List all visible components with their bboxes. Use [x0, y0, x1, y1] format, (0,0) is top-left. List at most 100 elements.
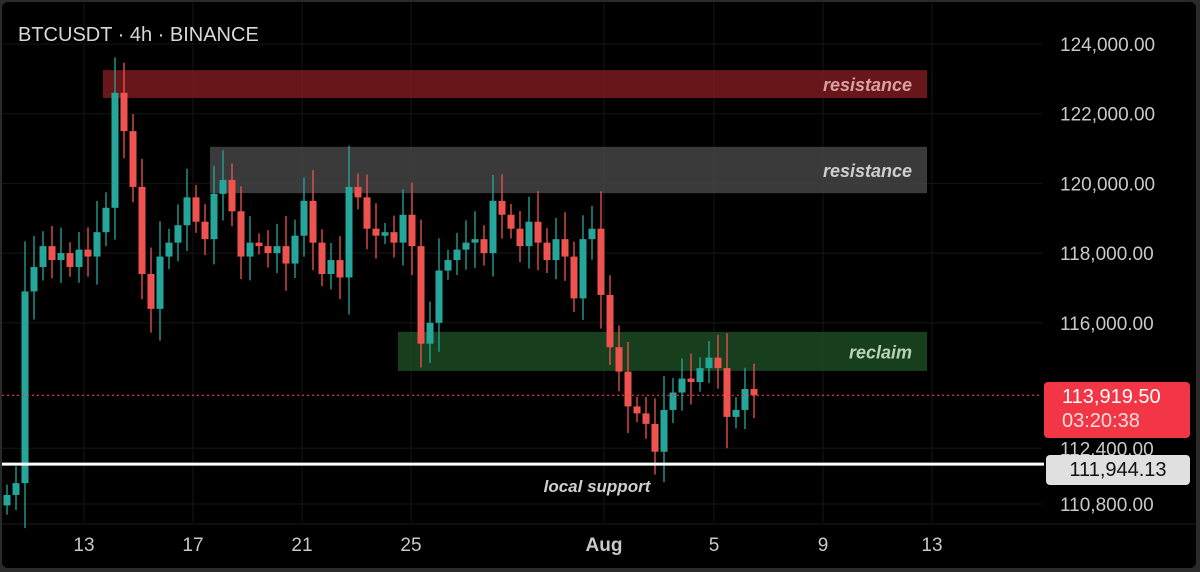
candle-body — [84, 249, 92, 257]
candle-body — [156, 256, 164, 309]
candle-body — [723, 368, 731, 417]
candle-body — [228, 179, 236, 212]
candle-body — [327, 260, 335, 275]
y-tick-label: 120,000.00 — [1060, 174, 1155, 195]
last-price-label: 113,919.50 03:20:38 — [1044, 382, 1190, 438]
candle-body — [426, 322, 434, 344]
candle-body — [219, 179, 227, 194]
candle-body — [399, 214, 407, 243]
candle-countdown: 03:20:38 — [1062, 410, 1140, 432]
x-tick-label: Aug — [586, 535, 623, 556]
candle-body — [165, 242, 173, 257]
chart-title: BTCUSDT · 4h · BINANCE — [18, 24, 259, 46]
candle-body — [597, 228, 605, 295]
candle-body — [273, 246, 281, 254]
y-tick-label: 116,000.00 — [1060, 314, 1154, 335]
y-tick-label: 118,000.00 — [1060, 244, 1154, 265]
candle-body — [453, 249, 461, 261]
candle-body — [210, 193, 218, 240]
zone-resistance — [103, 70, 927, 99]
candle-body — [3, 494, 11, 506]
candle-body — [345, 186, 353, 278]
zone-label: reclaim — [849, 342, 912, 362]
candle-body — [381, 232, 389, 236]
candle-body — [462, 242, 470, 250]
candle-body — [741, 389, 749, 410]
candle-body — [480, 239, 488, 254]
support-price-label: 111,944.13 — [1046, 455, 1190, 485]
candle-body — [606, 294, 614, 348]
candle-body — [111, 92, 119, 208]
candle-body — [705, 357, 713, 369]
candle-body — [444, 260, 452, 271]
candle-body — [147, 274, 155, 309]
x-tick-label: 25 — [400, 535, 421, 556]
candle-body — [57, 253, 65, 261]
support-label: local support — [544, 477, 652, 496]
candle-body — [408, 214, 416, 247]
candle-body — [102, 207, 110, 233]
x-tick-label: 13 — [73, 535, 94, 556]
candle-body — [192, 197, 200, 222]
candle-body — [579, 239, 587, 299]
zone-resistance — [210, 146, 927, 194]
candle-body — [255, 242, 263, 247]
candle-body — [696, 368, 704, 383]
candle-body — [138, 186, 146, 275]
zone-label: resistance — [823, 161, 912, 181]
x-tick-label: 9 — [818, 535, 829, 556]
candle-body — [48, 246, 56, 261]
candle-body — [237, 211, 245, 257]
candle-body — [39, 246, 47, 268]
candle-body — [300, 200, 308, 236]
candle-body — [264, 246, 272, 254]
candle-body — [561, 239, 569, 257]
candle-body — [552, 239, 560, 261]
candle-body — [66, 253, 74, 268]
candle-body — [525, 221, 533, 247]
candle-body — [714, 357, 722, 369]
last-price-value: 113,919.50 — [1062, 386, 1161, 408]
candle-body — [687, 378, 695, 383]
candle-body — [642, 413, 650, 424]
candle-body — [12, 483, 20, 495]
candle-body — [363, 197, 371, 229]
candle-body — [498, 200, 506, 215]
x-tick-label: 5 — [709, 535, 720, 556]
candle-body — [318, 242, 326, 275]
candle-body — [678, 378, 686, 393]
candle-body — [246, 242, 254, 257]
candle-body — [93, 232, 101, 257]
y-tick-label: 110,800.00 — [1060, 495, 1154, 516]
candle-body — [660, 409, 668, 452]
candle-body — [201, 221, 209, 240]
candle-body — [309, 200, 317, 243]
candle-body — [75, 249, 83, 268]
candle-body — [435, 270, 443, 323]
candle-body — [570, 256, 578, 299]
candle-body — [516, 228, 524, 247]
candle-body — [471, 239, 479, 243]
y-tick-label: 122,000.00 — [1060, 105, 1155, 126]
candle-body — [534, 221, 542, 243]
zone-reclaim — [398, 331, 927, 371]
candle-body — [624, 371, 632, 407]
candle-body — [633, 406, 641, 414]
zone-label: resistance — [823, 75, 912, 95]
candle-body — [669, 392, 677, 410]
candle-body — [291, 235, 299, 264]
candle-body — [615, 347, 623, 372]
candle-body — [390, 232, 398, 243]
candle-body — [651, 423, 659, 452]
candle-body — [750, 389, 758, 396]
candle-body — [543, 242, 551, 261]
candle-body — [372, 228, 380, 236]
candle-body — [174, 225, 182, 243]
candle-body — [354, 186, 362, 198]
x-tick-label: 21 — [291, 535, 312, 556]
x-tick-label: 17 — [182, 535, 203, 556]
candle-body — [282, 246, 290, 264]
y-tick-label: 124,000.00 — [1060, 35, 1155, 56]
